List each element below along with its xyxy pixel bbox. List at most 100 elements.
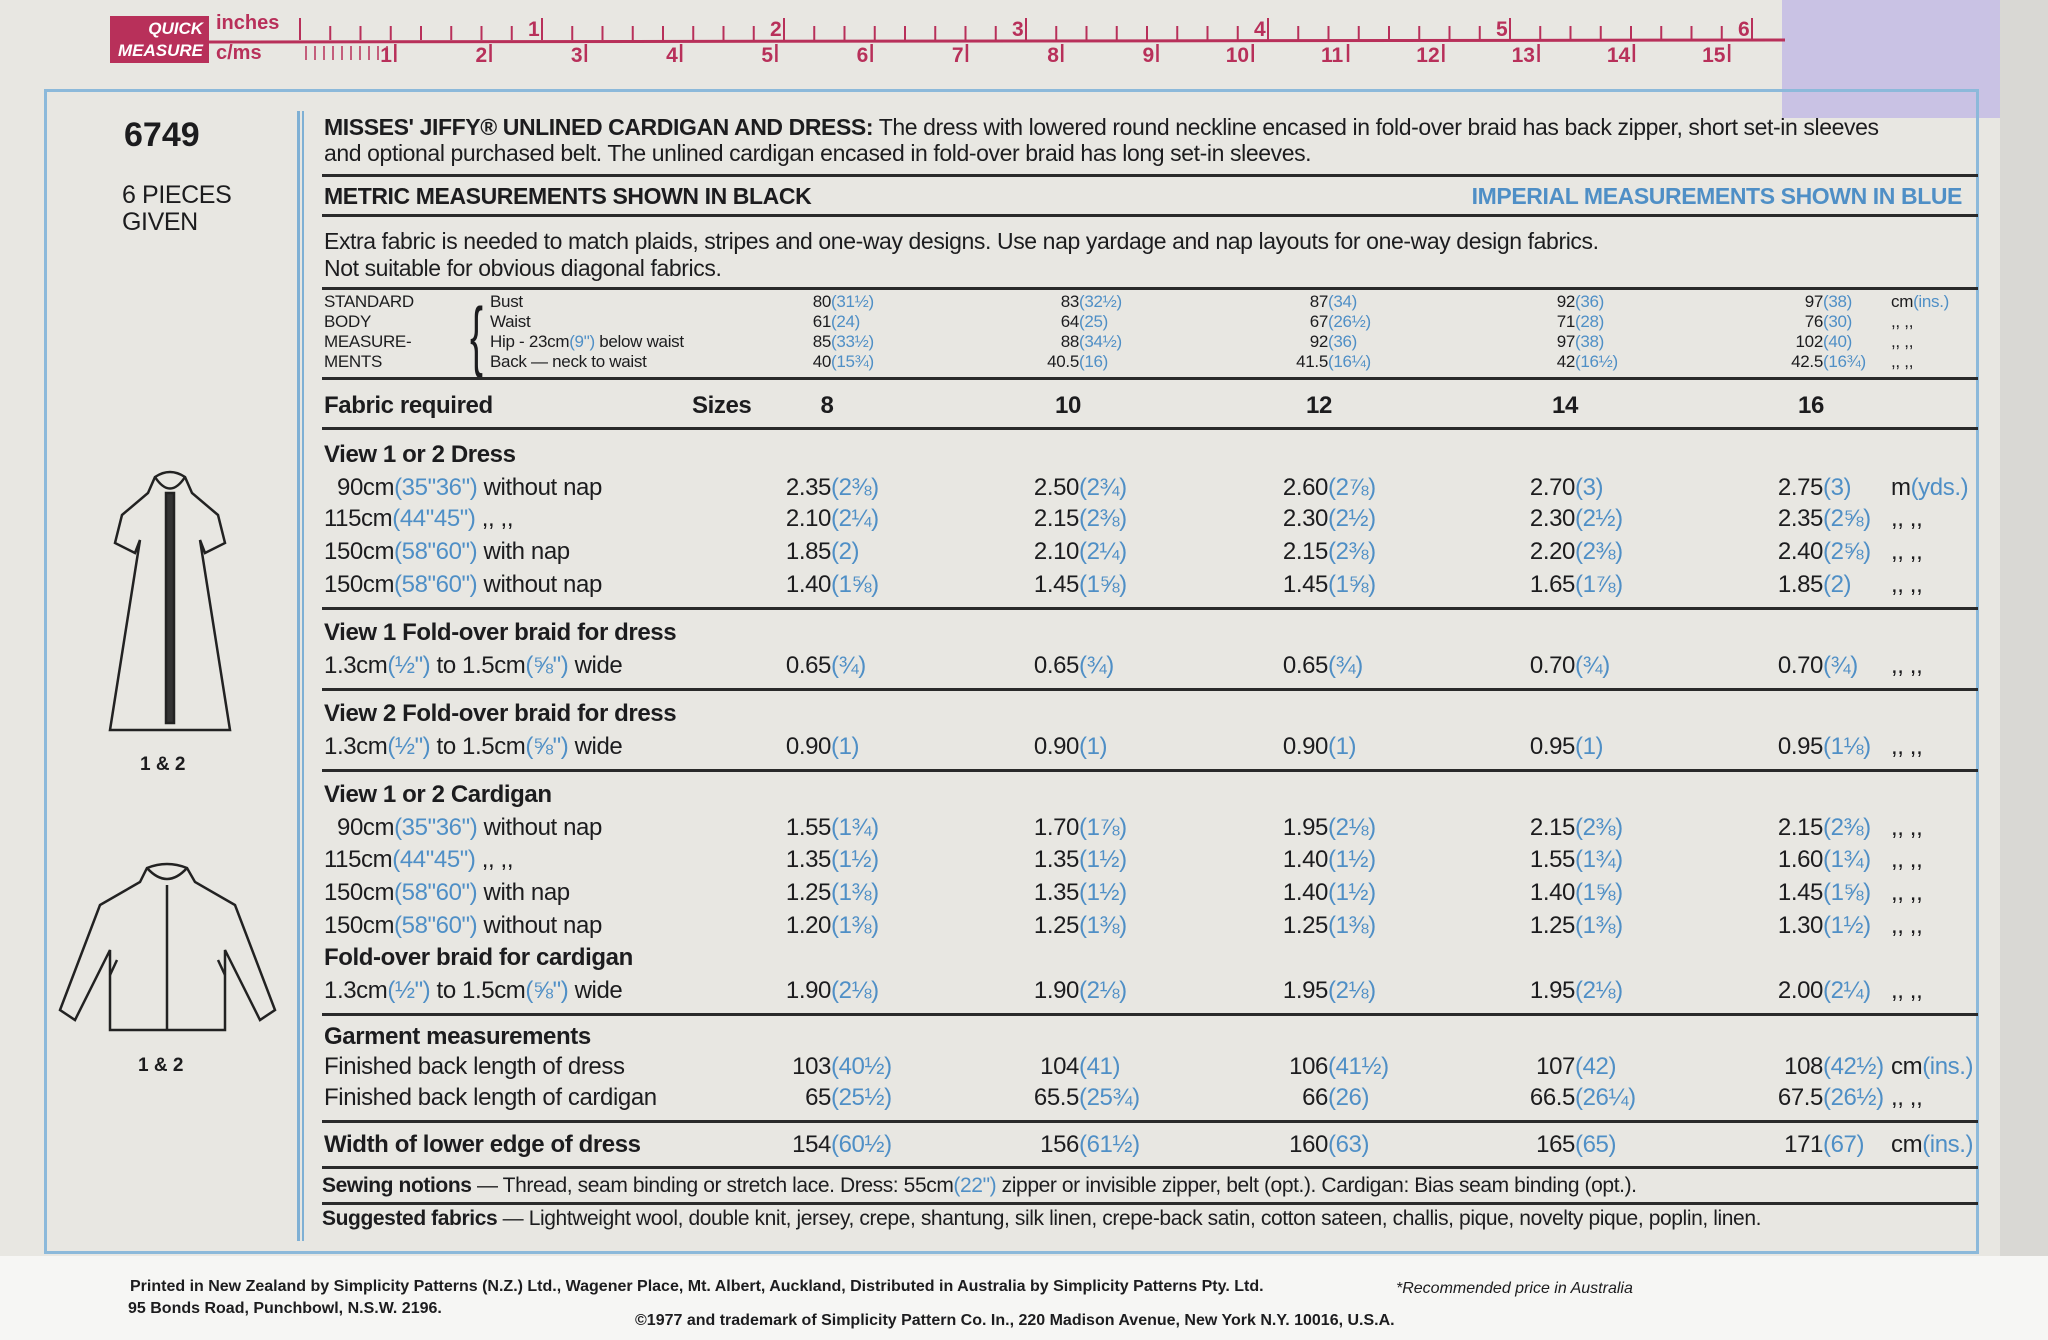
label-part: with nap xyxy=(477,538,571,565)
notions-label: Sewing notions xyxy=(322,1174,472,1197)
metric-value: 65 xyxy=(805,1084,831,1111)
metric-value: 42 xyxy=(1556,352,1576,371)
imperial-value: (1⅞) xyxy=(1079,814,1127,841)
ruler-number: 4 xyxy=(1254,18,1266,41)
price-note: *Recommended price in Australia xyxy=(1396,1280,1633,1297)
label-part: Waist xyxy=(490,312,531,331)
metric-value: 0.65 xyxy=(1033,652,1080,679)
metric-value: 2.10 xyxy=(1033,538,1080,565)
notions-text-2: zipper or invisible zipper, belt (opt.).… xyxy=(996,1174,1637,1197)
metric-value: 108 xyxy=(1784,1053,1823,1080)
row-label: Finished back length of cardigan xyxy=(324,1084,657,1112)
size-header: 8 xyxy=(820,392,834,419)
label-part: (44"45") xyxy=(392,846,476,873)
footer-line2: 95 Bonds Road, Punchbowl, N.S.W. 2196. xyxy=(128,1300,442,1317)
imperial-value: (34½) xyxy=(1079,332,1122,351)
imperial-value: (2½) xyxy=(1575,505,1623,532)
metric-value: 2.40 xyxy=(1777,538,1824,565)
imperial-value: (1½) xyxy=(1079,846,1127,873)
column-divider xyxy=(297,111,304,1241)
label-part: ,, ,, xyxy=(475,846,514,873)
description-line1: MISSES' JIFFY® UNLINED CARDIGAN AND DRES… xyxy=(324,114,1879,141)
metric-value: 1.35 xyxy=(1033,879,1080,906)
label-part: ,, ,, xyxy=(1891,814,1923,841)
suggested-label: Suggested fabrics xyxy=(322,1207,498,1230)
ruler-number: 6 xyxy=(857,44,869,67)
suggested-fabrics: Suggested fabrics — Lightweight wool, do… xyxy=(322,1207,1761,1231)
metric-value: 1.35 xyxy=(785,846,832,873)
label-part: ,, ,, xyxy=(475,505,514,532)
footer-line1: Printed in New Zealand by Simplicity Pat… xyxy=(130,1278,1264,1295)
notions-imperial: (22") xyxy=(953,1174,997,1197)
row-label: 115cm(44"45") ,, ,, xyxy=(324,846,513,874)
imperial-value: (63) xyxy=(1328,1131,1370,1158)
label-part: Width of lower edge of dress xyxy=(324,1131,641,1158)
label-part: to 1.5cm xyxy=(430,977,526,1004)
imperial-value: (2¼) xyxy=(1079,538,1127,565)
imperial-value: (1⅝) xyxy=(1823,879,1871,906)
imperial-value: (1) xyxy=(1575,733,1604,760)
imperial-value: (2⅜) xyxy=(1079,505,1127,532)
imperial-value: (61½) xyxy=(1079,1131,1140,1158)
imperial-value: (26½) xyxy=(1328,312,1371,331)
label-part: wide xyxy=(568,733,623,760)
unit-label: cm(ins.) xyxy=(1891,1131,1974,1159)
imperial-value: (¾) xyxy=(1079,652,1114,679)
metric-value: 1.95 xyxy=(1282,814,1329,841)
size-header: 16 xyxy=(1798,392,1824,419)
imperial-value: (1½) xyxy=(1079,879,1127,906)
metric-value: 2.20 xyxy=(1529,538,1576,565)
ruler-number: 9 xyxy=(1142,44,1154,67)
row-label: 150cm(58"60") with nap xyxy=(324,538,570,566)
label-part: ,, ,, xyxy=(1891,571,1923,598)
ruler-number: 5 xyxy=(761,44,773,67)
imperial-value: (26½) xyxy=(1823,1084,1884,1111)
unit-label: ,, ,, xyxy=(1891,733,1923,761)
metric-value: 0.70 xyxy=(1529,652,1576,679)
ruler-number: 13 xyxy=(1512,44,1535,67)
metric-value: 1.85 xyxy=(785,538,832,565)
ruler-number: 12 xyxy=(1416,44,1439,67)
sizes-label: Sizes xyxy=(692,392,752,419)
quick-measure-badge: QUICK MEASURE xyxy=(110,16,209,63)
imperial-value: (¾) xyxy=(1328,652,1363,679)
label-part: 115cm xyxy=(324,505,393,532)
ruler-number: 15 xyxy=(1702,44,1726,67)
imperial-value: (38) xyxy=(1575,332,1605,351)
metric-value: 156 xyxy=(1040,1131,1079,1158)
metric-value: 67.5 xyxy=(1777,1084,1824,1111)
metric-value: 1.25 xyxy=(1529,912,1576,939)
label-part: (½") xyxy=(387,652,431,679)
section-rule xyxy=(322,1120,1978,1123)
imperial-value: (2⅛) xyxy=(1079,977,1127,1004)
ruler-number: 3 xyxy=(1012,18,1024,41)
label-part: without nap xyxy=(477,571,603,598)
imperial-value: (41) xyxy=(1079,1053,1121,1080)
imperial-value: (16) xyxy=(1079,352,1109,371)
ruler-number: 4 xyxy=(666,44,678,67)
metric-value: 1.40 xyxy=(785,571,832,598)
unit-label: ,, ,, xyxy=(1891,571,1923,599)
label-part: 150cm xyxy=(324,571,395,598)
imperial-value: (2) xyxy=(831,538,860,565)
imperial-value: (¾) xyxy=(1575,652,1610,679)
metric-value: 66.5 xyxy=(1529,1084,1576,1111)
ruler: 1 2 3 4 5 61 2 3 4 5 6 7 8 9 10 11 12 13 14 15 xyxy=(208,18,1786,67)
imperial-value: (1⅝) xyxy=(831,571,879,598)
row-label: 115cm(44"45") ,, ,, xyxy=(324,505,513,533)
extra-fabric-note: Extra fabric is needed to match plaids, … xyxy=(324,228,1599,254)
imperial-value: (25) xyxy=(1079,312,1109,331)
row-label: 1.3cm(½") to 1.5cm(⅝") wide xyxy=(324,652,623,680)
metric-value: 1.90 xyxy=(785,977,832,1004)
imperial-value: (1⅜) xyxy=(831,912,879,939)
metric-value: 2.15 xyxy=(1777,814,1824,841)
label-part: (⅝") xyxy=(525,977,569,1004)
metric-value: 64 xyxy=(1060,312,1080,331)
metric-value: 40 xyxy=(812,352,832,371)
metric-value: 92 xyxy=(1556,292,1576,311)
metric-value: 97 xyxy=(1556,332,1576,351)
imperial-value: (3) xyxy=(1823,474,1852,501)
metric-value: 2.50 xyxy=(1033,474,1080,501)
unit-label: cm(ins.) xyxy=(1891,1053,1974,1081)
metric-value: 2.30 xyxy=(1529,505,1576,532)
